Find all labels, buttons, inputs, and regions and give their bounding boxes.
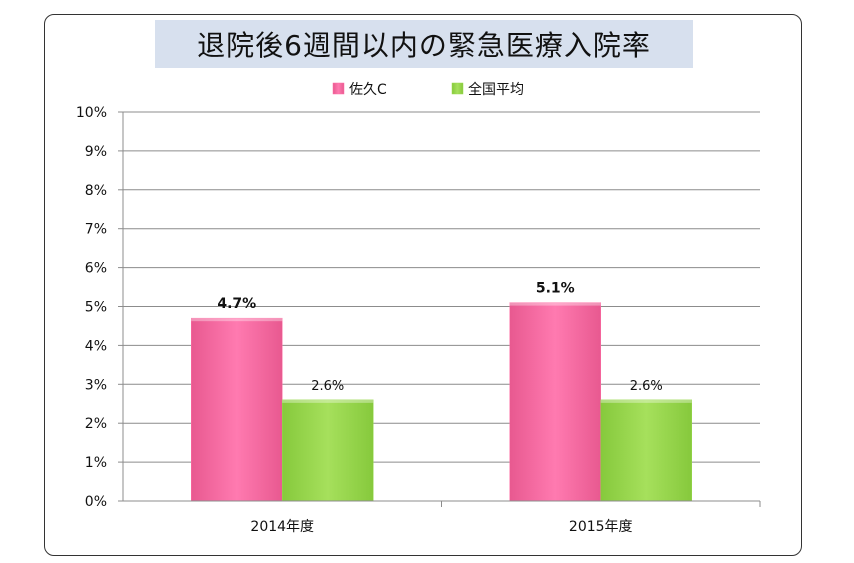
y-tick-label: 1%	[85, 455, 107, 471]
data-label: 2.6%	[311, 379, 344, 394]
y-tick-label: 10%	[76, 105, 107, 121]
bar-highlight	[509, 302, 601, 306]
y-tick-label: 4%	[85, 338, 107, 354]
y-tick-label: 9%	[85, 144, 107, 160]
legend-label: 全国平均	[468, 81, 524, 98]
bar-saku-1	[509, 302, 601, 502]
y-tick-label: 6%	[85, 261, 107, 277]
bar-national-0	[282, 399, 374, 502]
chart-title: 退院後6週間以内の緊急医療入院率	[197, 29, 651, 62]
category-label: 2014年度	[250, 519, 314, 535]
data-label: 2.6%	[630, 379, 663, 394]
bar-highlight	[282, 399, 374, 403]
data-label: 5.1%	[536, 281, 575, 297]
y-tick-label: 0%	[85, 494, 107, 510]
y-tick-label: 2%	[85, 416, 107, 432]
y-tick-label: 8%	[85, 183, 107, 199]
y-tick-label: 7%	[85, 222, 107, 238]
bar-highlight	[191, 318, 283, 322]
data-label: 4.7%	[217, 296, 256, 312]
legend-label: 佐久C	[349, 82, 387, 98]
legend-swatch-1	[451, 82, 464, 95]
bar-highlight	[600, 399, 692, 403]
bar-saku-0	[191, 317, 283, 502]
bar-national-1	[600, 399, 692, 502]
y-tick-label: 5%	[85, 300, 107, 316]
legend-swatch-0	[332, 82, 345, 95]
category-label: 2015年度	[569, 519, 633, 535]
y-tick-label: 3%	[85, 377, 107, 393]
chart-title-box: 退院後6週間以内の緊急医療入院率	[155, 20, 693, 68]
